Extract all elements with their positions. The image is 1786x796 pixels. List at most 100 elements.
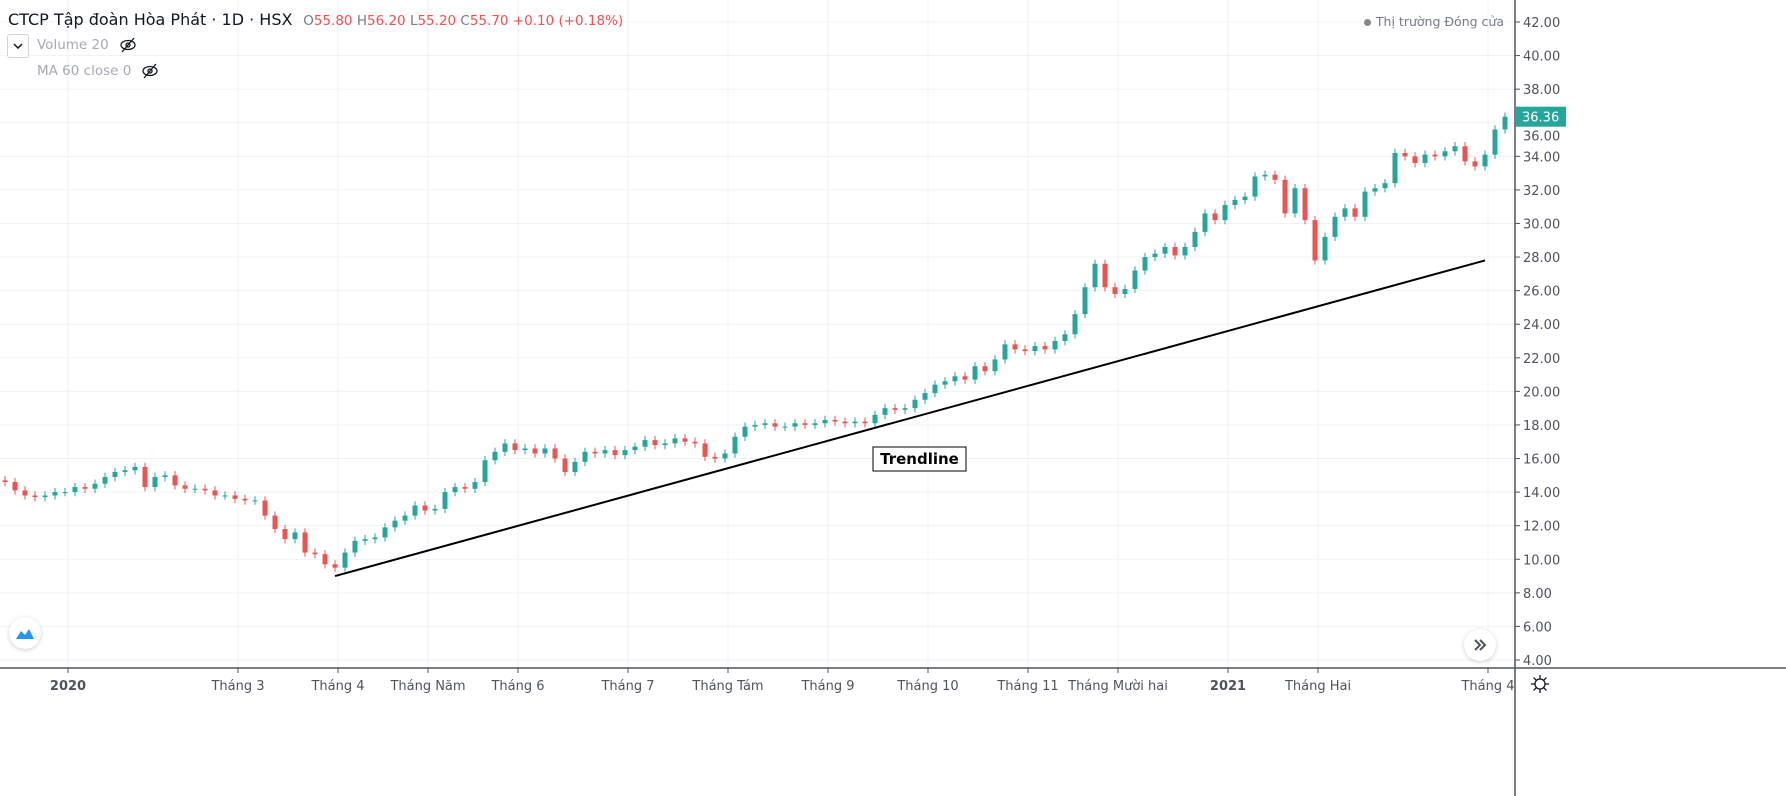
candle-body xyxy=(1452,146,1458,152)
candle-body xyxy=(352,540,358,553)
candle-body xyxy=(662,443,668,446)
candle-body xyxy=(1262,174,1268,177)
candle-body xyxy=(432,508,438,511)
candle-body xyxy=(562,458,568,472)
candle-body xyxy=(362,539,368,541)
candle-body xyxy=(1362,191,1368,217)
candle-body xyxy=(462,487,468,489)
close-label: C xyxy=(460,13,470,29)
candle-body xyxy=(802,423,808,425)
candle-body xyxy=(1302,188,1308,221)
price-tick-label: 10.00 xyxy=(1523,553,1560,568)
candle-body xyxy=(632,446,638,451)
candle-body xyxy=(882,408,888,415)
candle-body xyxy=(372,537,378,540)
market-status-label: Thị trường Đóng cửa xyxy=(1375,14,1504,29)
candle-body xyxy=(122,470,128,472)
market-status: Thị trường Đóng cửa xyxy=(1363,14,1504,29)
time-tick-label: Tháng 9 xyxy=(800,679,854,694)
candle-body xyxy=(1472,161,1478,167)
candle-body xyxy=(292,532,298,540)
candle-body xyxy=(322,554,328,565)
candle-body xyxy=(172,475,178,486)
price-tick-label: 16.00 xyxy=(1523,453,1560,468)
candle-body xyxy=(42,495,48,498)
candle-body xyxy=(682,438,688,442)
indicator-volume[interactable]: Volume 20 xyxy=(37,37,137,53)
candle-body xyxy=(592,451,598,454)
time-tick-label: Tháng Hai xyxy=(1284,679,1351,694)
candle-body xyxy=(1492,129,1498,155)
candle-body xyxy=(242,498,248,501)
candle-body xyxy=(1172,246,1178,256)
open-label: O xyxy=(303,13,314,29)
candle-body xyxy=(192,488,198,490)
scroll-to-realtime-button[interactable] xyxy=(1464,629,1496,661)
candle-body xyxy=(1282,179,1288,214)
candle-body xyxy=(1352,208,1358,217)
candle-body xyxy=(212,490,218,496)
indicator-ma[interactable]: MA 60 close 0 xyxy=(37,63,159,79)
candle-body xyxy=(412,505,418,516)
candle-body xyxy=(12,482,18,491)
candle-body xyxy=(572,461,578,472)
candle-body xyxy=(532,448,538,454)
high-label: H xyxy=(356,13,367,29)
settings-button[interactable] xyxy=(1528,672,1552,696)
candle-body xyxy=(222,495,228,497)
trendline-label: Trendline xyxy=(880,450,959,468)
candle-body xyxy=(582,451,588,462)
candle-body xyxy=(112,471,118,477)
candle-body xyxy=(22,490,28,496)
candle-body xyxy=(1032,346,1038,352)
change-value: +0.10 (+0.18%) xyxy=(512,13,624,29)
candle-body xyxy=(402,515,408,521)
candle-body xyxy=(792,423,798,427)
candle-body xyxy=(1312,220,1318,261)
candle-body xyxy=(232,495,238,499)
candle-body xyxy=(282,529,288,540)
candle-body xyxy=(342,552,348,568)
price-tick-label: 30.00 xyxy=(1523,217,1560,232)
logo-button[interactable] xyxy=(9,617,41,649)
last-price-label: 36.36 xyxy=(1522,111,1559,126)
candle-body xyxy=(1062,334,1068,341)
price-tick-label: 18.00 xyxy=(1523,419,1560,434)
candle-body xyxy=(1342,208,1348,217)
last-price-badge xyxy=(1516,106,1566,127)
price-tick-label: 40.00 xyxy=(1523,50,1560,65)
eye-off-icon[interactable] xyxy=(119,37,137,53)
candle-body xyxy=(102,476,108,484)
candle-body xyxy=(602,450,608,454)
candle-body xyxy=(1042,346,1048,350)
candle-body xyxy=(492,451,498,461)
candle-body xyxy=(942,381,948,385)
candle-body xyxy=(1092,263,1098,288)
time-tick-label: Tháng 11 xyxy=(996,679,1058,694)
candle-body xyxy=(982,366,988,372)
candle-body xyxy=(852,421,858,424)
candle-body xyxy=(1122,288,1128,294)
low-label: L xyxy=(409,13,418,29)
candle-body xyxy=(872,414,878,424)
time-tick-label: Tháng 4 xyxy=(1460,679,1514,694)
high-value: 56.20 xyxy=(366,13,406,29)
price-tick-label: 12.00 xyxy=(1523,520,1560,535)
candle-body xyxy=(52,492,58,496)
price-tick-label: 20.00 xyxy=(1523,385,1560,400)
candle-body xyxy=(1412,156,1418,164)
cloud-chart-logo-icon xyxy=(16,629,34,639)
indicator-label: MA 60 close 0 xyxy=(37,63,132,79)
candle-body xyxy=(182,485,188,489)
collapse-indicators-button[interactable] xyxy=(7,34,29,58)
gear-icon xyxy=(1531,675,1549,693)
candle-body xyxy=(1392,152,1398,184)
candle-body xyxy=(1022,349,1028,352)
eye-off-icon[interactable] xyxy=(141,63,159,79)
symbol-title[interactable]: CTCP Tập đoàn Hòa Phát · 1D · HSX xyxy=(8,10,293,29)
time-tick-label: Tháng 4 xyxy=(310,679,364,694)
candle-body xyxy=(822,419,828,424)
candle-body xyxy=(612,450,618,456)
candle-body xyxy=(832,419,838,422)
